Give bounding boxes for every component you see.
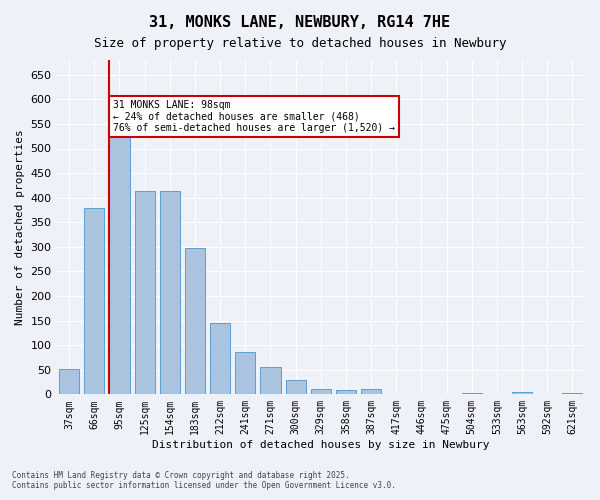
Bar	[185, 248, 205, 394]
Text: 31 MONKS LANE: 98sqm
← 24% of detached houses are smaller (468)
76% of semi-deta: 31 MONKS LANE: 98sqm ← 24% of detached h…	[113, 100, 395, 134]
Bar	[59, 369, 79, 394]
Bar	[311, 390, 331, 394]
Bar	[235, 352, 256, 395]
Text: Contains HM Land Registry data © Crown copyright and database right 2025.
Contai: Contains HM Land Registry data © Crown c…	[12, 470, 396, 490]
Bar	[84, 208, 104, 394]
Bar	[336, 390, 356, 394]
Bar	[134, 191, 155, 394]
Y-axis label: Number of detached properties: Number of detached properties	[15, 130, 25, 325]
Bar	[361, 389, 381, 394]
Bar	[286, 380, 305, 394]
Text: 31, MONKS LANE, NEWBURY, RG14 7HE: 31, MONKS LANE, NEWBURY, RG14 7HE	[149, 15, 451, 30]
X-axis label: Distribution of detached houses by size in Newbury: Distribution of detached houses by size …	[152, 440, 490, 450]
Bar	[562, 393, 583, 394]
Bar	[461, 393, 482, 394]
Bar	[512, 392, 532, 394]
Bar	[260, 367, 281, 394]
Bar	[109, 137, 130, 394]
Text: Size of property relative to detached houses in Newbury: Size of property relative to detached ho…	[94, 38, 506, 51]
Bar	[160, 191, 180, 394]
Bar	[210, 323, 230, 394]
